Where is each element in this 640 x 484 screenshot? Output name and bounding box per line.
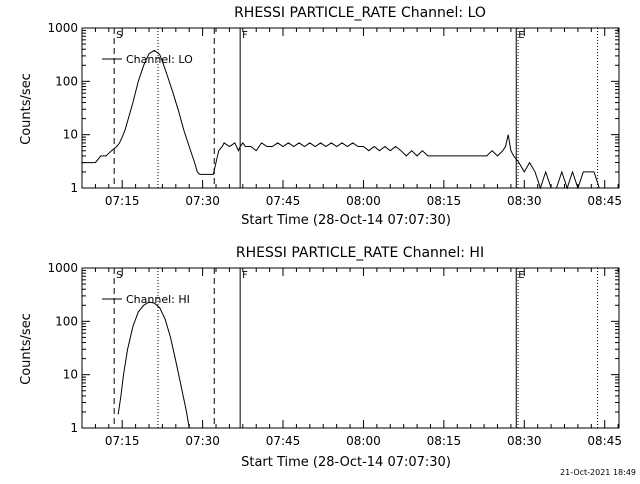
y-axis-label: Counts/sec xyxy=(19,73,34,145)
x-tick-label: 08:45 xyxy=(587,194,622,208)
y-axis-ticks: 1 10 100 1000 xyxy=(47,21,619,195)
x-tick-label: 08:30 xyxy=(507,194,542,208)
y-axis-label: Counts/sec xyxy=(19,313,34,385)
marker-label: E xyxy=(518,30,524,41)
x-tick-label: 07:30 xyxy=(185,434,220,448)
x-tick-label: 07:15 xyxy=(105,194,140,208)
y-tick-label: 1000 xyxy=(47,261,78,275)
x-axis-label: Start Time (28-Oct-14 07:07:30) xyxy=(241,455,451,470)
marker-label: S xyxy=(116,30,122,41)
x-tick-label: 08:15 xyxy=(427,194,462,208)
x-axis-ticks: 07:15 07:30 07:45 08:00 08:15 08:30 08:45 xyxy=(81,28,622,208)
x-tick-label: 08:30 xyxy=(507,434,542,448)
x-tick-label: 07:15 xyxy=(105,434,140,448)
x-axis-label: Start Time (28-Oct-14 07:07:30) xyxy=(241,213,451,228)
marker-label: F xyxy=(242,30,248,41)
y-axis-ticks: 1 10 100 1000 xyxy=(47,261,619,435)
y-tick-label: 100 xyxy=(55,74,78,88)
x-tick-label: 07:45 xyxy=(266,434,301,448)
y-tick-label: 10 xyxy=(63,368,78,382)
y-tick-label: 100 xyxy=(55,314,78,328)
marker-label: S xyxy=(116,270,122,281)
x-tick-label: 08:45 xyxy=(587,434,622,448)
y-tick-label: 10 xyxy=(63,128,78,142)
x-axis-ticks: 07:15 07:30 07:45 08:00 08:15 08:30 08:45 xyxy=(81,268,622,448)
chart-title: RHESSI PARTICLE_RATE Channel: LO xyxy=(234,5,486,21)
plot-frame xyxy=(81,27,620,189)
x-tick-label: 08:15 xyxy=(427,434,462,448)
plot-frame xyxy=(81,267,620,429)
marker-label: F xyxy=(242,270,248,281)
series-line xyxy=(82,49,600,190)
panel-hi: RHESSI PARTICLE_RATE Channel: HI Start T… xyxy=(19,245,622,470)
chart-title: RHESSI PARTICLE_RATE Channel: HI xyxy=(236,245,484,261)
panel-lo: RHESSI PARTICLE_RATE Channel: LO Start T… xyxy=(19,5,622,228)
series-line xyxy=(117,301,190,429)
x-tick-label: 07:30 xyxy=(185,194,220,208)
legend-label: Channel: HI xyxy=(126,293,190,306)
x-tick-label: 07:45 xyxy=(266,194,301,208)
marker-label: E xyxy=(518,270,524,281)
y-tick-label: 1 xyxy=(70,181,78,195)
footer-timestamp: 21-Oct-2021 18:49 xyxy=(560,468,636,477)
legend: Channel: LO xyxy=(102,53,193,66)
x-tick-label: 08:00 xyxy=(346,434,381,448)
y-tick-label: 1 xyxy=(70,421,78,435)
y-tick-label: 1000 xyxy=(47,21,78,35)
x-tick-label: 08:00 xyxy=(346,194,381,208)
legend-label: Channel: LO xyxy=(126,53,193,66)
legend: Channel: HI xyxy=(102,293,190,306)
